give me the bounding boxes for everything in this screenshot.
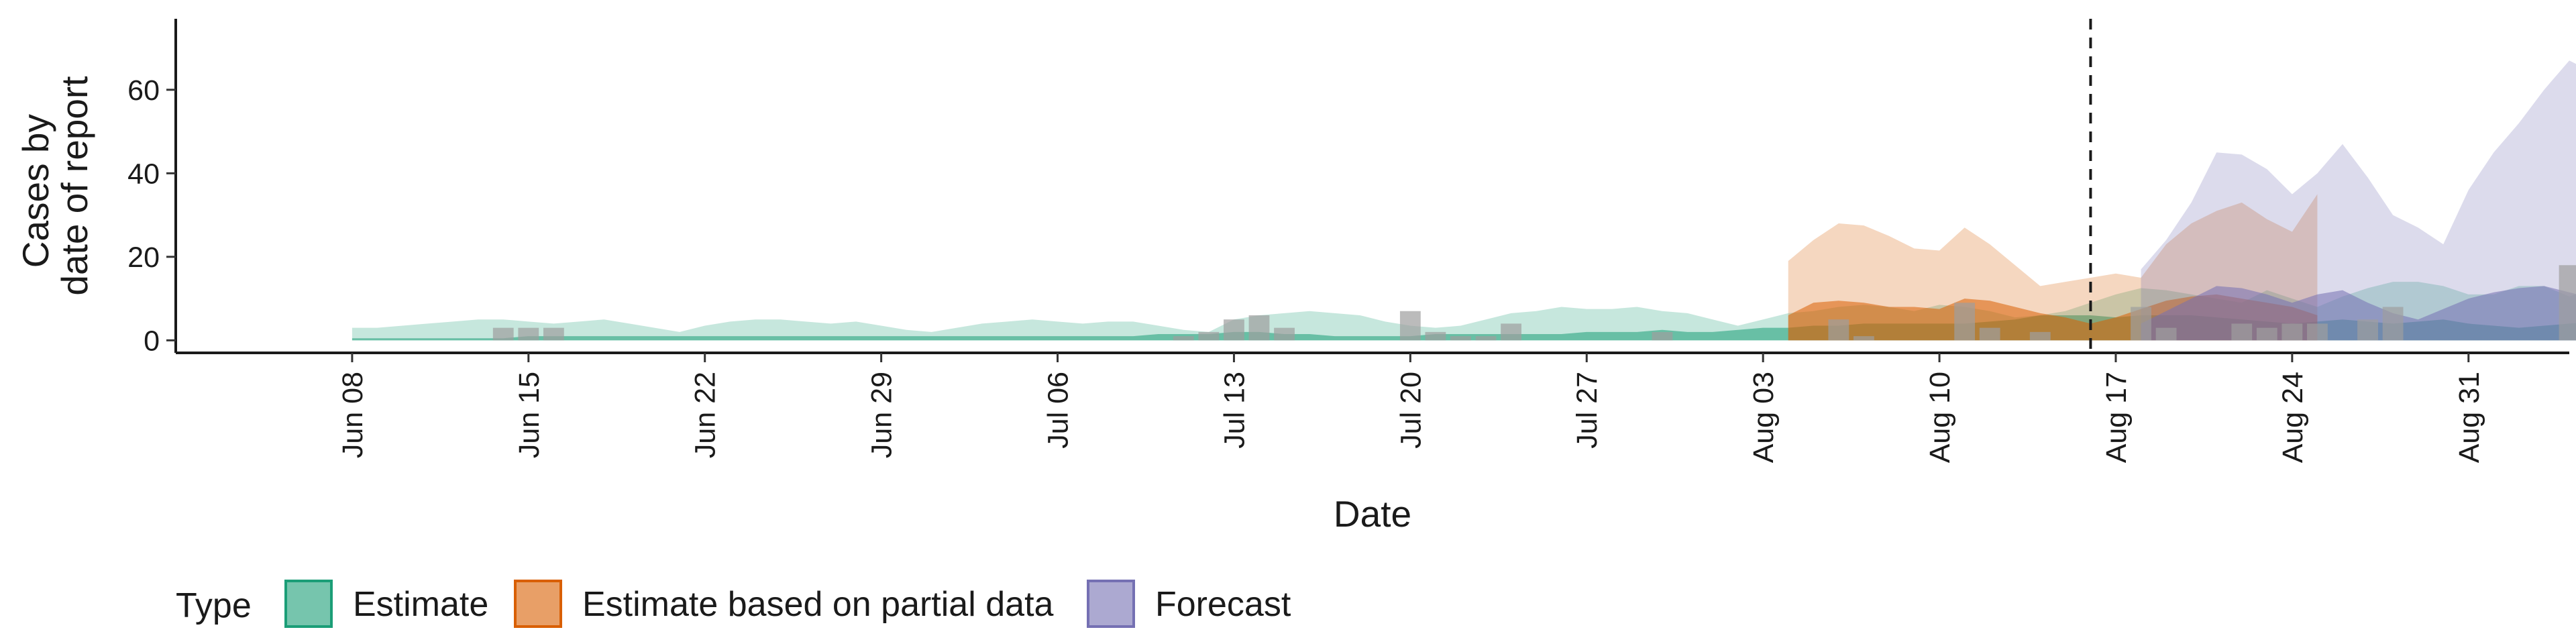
x-tick-label: Jul 13	[1218, 372, 1250, 449]
reported-cases-bar	[1501, 323, 1521, 341]
x-tick-label: Jun 15	[513, 372, 545, 458]
x-tick-label: Aug 31	[2453, 372, 2485, 463]
x-tick-label: Aug 03	[1748, 372, 1780, 463]
reported-cases-bar	[1399, 311, 1421, 341]
y-axis-ticks: 0 20 40 60	[127, 74, 176, 357]
reported-cases-bar	[2131, 307, 2151, 341]
reported-cases-bar	[543, 327, 564, 341]
reported-cases-bar	[1224, 319, 1244, 341]
x-tick-label: Jul 06	[1042, 372, 1075, 449]
reported-cases-bar	[1274, 327, 1295, 341]
reported-cases-bar	[1450, 336, 1471, 341]
x-tick-label: Aug 24	[2277, 372, 2309, 463]
legend-key	[514, 580, 562, 628]
reported-cases-bar	[2357, 319, 2378, 341]
reported-cases-bar	[2029, 331, 2051, 341]
x-tick-label: Jun 29	[866, 372, 898, 458]
x-tick-label: Jul 27	[1571, 372, 1603, 449]
reported-cases-bar	[1475, 336, 1497, 341]
x-tick-label: Aug 10	[1924, 372, 1956, 463]
legend-label: Forecast	[1155, 585, 1291, 624]
y-tick-label: 20	[127, 241, 160, 274]
reported-cases-bar	[1954, 303, 1976, 341]
forecast-outer-band	[2141, 60, 2576, 341]
axes	[174, 19, 2569, 354]
y-axis-title: Cases by date of report	[15, 76, 95, 295]
reported-cases-bar	[1173, 336, 1194, 341]
x-tick-label: Jun 08	[337, 372, 369, 458]
legend-label: Estimate based on partial data	[582, 585, 1054, 624]
y-tick-label: 60	[127, 74, 160, 107]
y-axis-title-line-2: date of report	[54, 76, 95, 295]
reported-cases-bar	[2382, 307, 2404, 341]
legend-key	[1087, 580, 1135, 628]
reported-cases-bar	[1198, 331, 1220, 341]
reported-cases-bar	[1853, 336, 1874, 341]
x-axis-ticks: Jun 08 Jun 15 Jun 22 Jun 29 Jul 06 Jul 13 Jul …	[337, 353, 2485, 463]
reported-cases-bar	[2256, 327, 2277, 341]
reported-cases-bar	[2155, 327, 2177, 341]
legend-title: Type	[176, 586, 252, 625]
reported-cases-bar	[2231, 323, 2253, 341]
reported-cases-bar	[518, 327, 539, 341]
y-tick-label: 0	[144, 325, 160, 357]
reported-cases-bar	[1979, 327, 2000, 341]
y-tick-label: 40	[127, 158, 160, 190]
reported-case-bars	[492, 265, 2576, 341]
reported-cases-bar	[1652, 331, 1673, 341]
reported-cases-bar	[2307, 323, 2328, 341]
y-axis-title-line-1: Cases by	[15, 114, 56, 268]
reported-cases-bar	[2282, 323, 2303, 341]
legend: Type Estimate Estimate based on partial d…	[176, 580, 1291, 628]
reported-cases-bar	[492, 327, 514, 341]
reported-cases-bar	[1248, 315, 1270, 341]
legend-key	[284, 580, 333, 628]
reported-cases-bar	[1828, 319, 1849, 341]
uncertainty-bands	[352, 60, 2576, 341]
reported-cases-bar	[2559, 265, 2576, 341]
x-tick-label: Aug 17	[2100, 372, 2133, 463]
x-tick-label: Jun 22	[690, 372, 722, 458]
x-axis-title: Date	[1334, 493, 1411, 535]
legend-label: Estimate	[353, 585, 488, 624]
x-tick-label: Jul 20	[1395, 372, 1427, 449]
reported-cases-bar	[1425, 331, 1446, 341]
